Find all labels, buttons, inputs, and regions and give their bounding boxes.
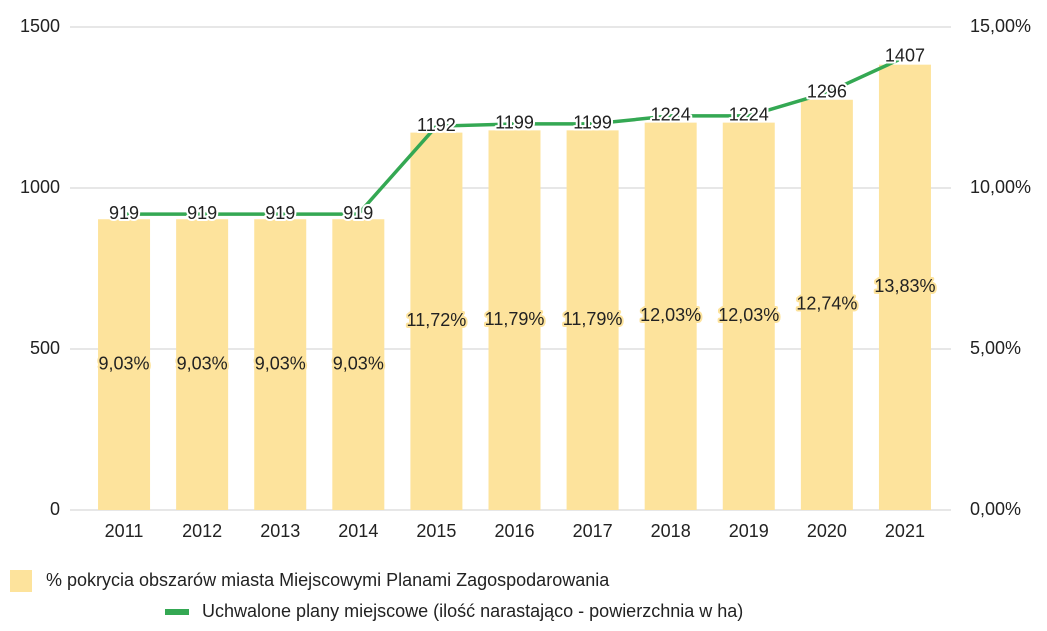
bar-value-label: 9,03% (333, 353, 384, 373)
line-value-label: 919 (187, 203, 217, 223)
bar (332, 219, 385, 510)
bar-value-label: 11,79% (563, 309, 623, 329)
bar-value-label: 12,03% (718, 305, 779, 325)
x-tick-label: 2021 (885, 521, 925, 541)
y-tick-label: 1000 (20, 177, 60, 197)
x-tick-label: 2016 (494, 521, 534, 541)
line-value-label: 1199 (573, 113, 612, 133)
legend-label: Uchwalone plany miejscowe (ilość narasta… (202, 601, 743, 621)
y2-tick-label: 15,00% (970, 16, 1031, 36)
y2-tick-label: 0,00% (970, 499, 1021, 519)
bar (410, 132, 463, 510)
bar-value-label: 11,79% (485, 309, 545, 329)
bar-value-label: 12,74% (796, 294, 857, 314)
line-value-label: 919 (109, 203, 139, 223)
legend-label: % pokrycia obszarów miasta Miejscowymi P… (46, 570, 610, 590)
line-value-label: 1192 (417, 115, 456, 135)
x-tick-label: 2012 (182, 521, 222, 541)
line-value-label: 1407 (885, 46, 925, 66)
legend-swatch (10, 570, 32, 592)
y-tick-label: 0 (50, 499, 60, 519)
bar-value-label: 9,03% (255, 353, 306, 373)
bar (254, 219, 307, 510)
bar (644, 122, 697, 510)
bar (98, 219, 151, 510)
x-tick-label: 2015 (416, 521, 456, 541)
bar (566, 130, 619, 510)
line-value-label: 1224 (651, 105, 691, 125)
line (124, 55, 906, 216)
line-value-label: 1224 (729, 105, 769, 125)
bar (176, 219, 229, 510)
y2-tick-label: 5,00% (970, 338, 1021, 358)
bar-value-label: 11,72% (407, 310, 467, 330)
x-tick-label: 2018 (651, 521, 691, 541)
legend-swatch (165, 609, 189, 615)
x-tick-label: 2011 (105, 521, 144, 541)
line-value-label: 919 (265, 203, 295, 223)
bar (722, 122, 775, 510)
bar-value-label: 9,03% (99, 353, 150, 373)
bar (800, 99, 853, 510)
line-value-label: 1296 (807, 81, 847, 101)
bar (488, 130, 541, 510)
line-value-label: 919 (343, 203, 373, 223)
x-tick-label: 2020 (807, 521, 847, 541)
bar-value-label: 9,03% (177, 353, 228, 373)
x-tick-label: 2017 (573, 521, 613, 541)
x-tick-label: 2019 (729, 521, 769, 541)
x-tick-label: 2013 (260, 521, 300, 541)
bar-value-label: 12,03% (640, 305, 701, 325)
bar (878, 64, 931, 510)
bar-value-label: 13,83% (874, 276, 935, 296)
y-tick-label: 1500 (20, 16, 60, 36)
y-tick-label: 500 (30, 338, 60, 358)
x-tick-label: 2014 (338, 521, 378, 541)
y2-tick-label: 10,00% (970, 177, 1031, 197)
line-value-label: 1199 (495, 113, 534, 133)
